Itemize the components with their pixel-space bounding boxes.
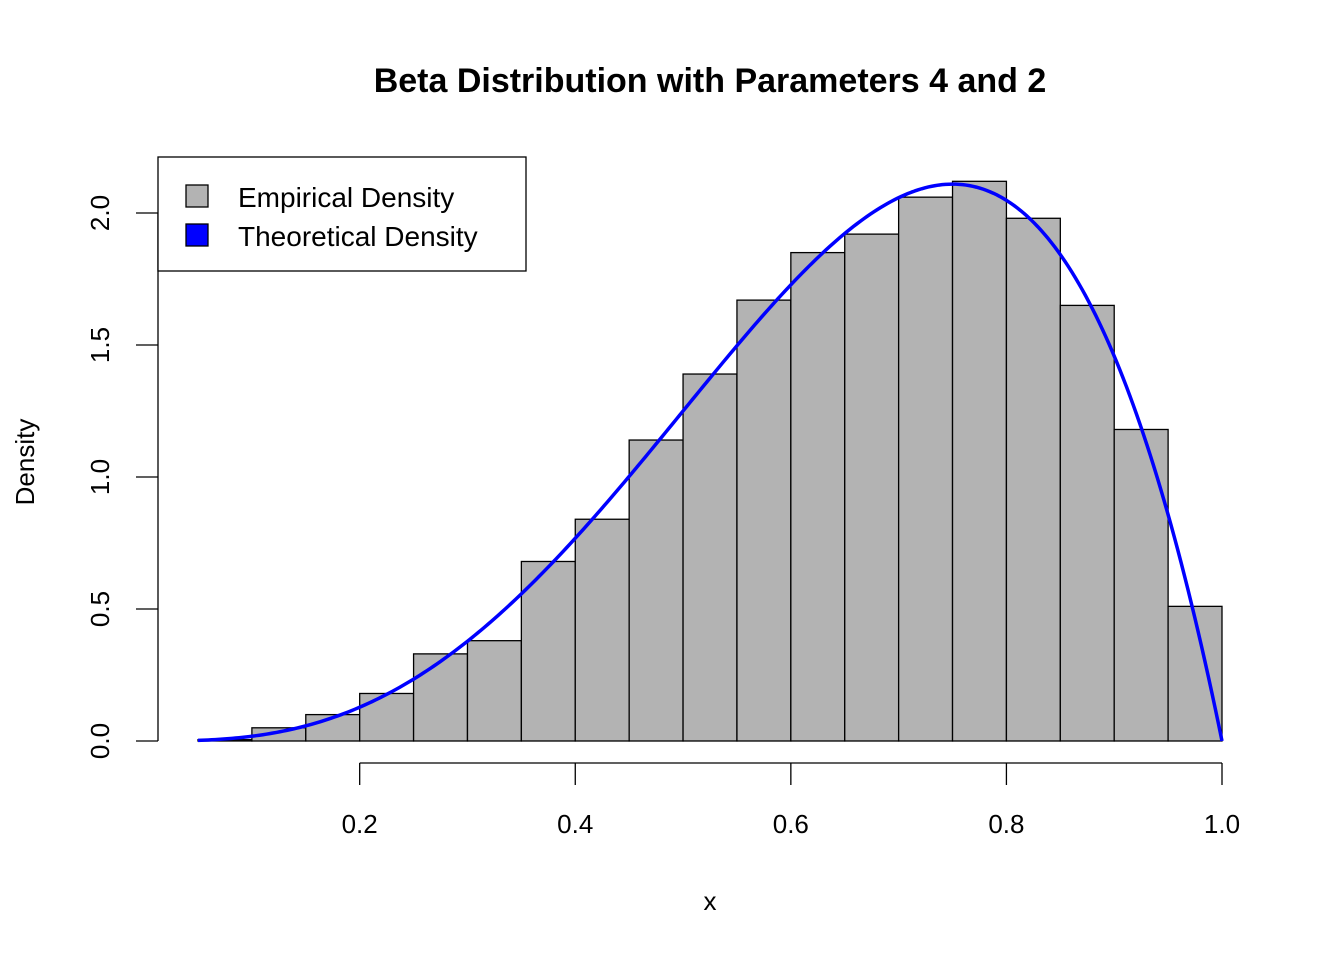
theoretical-density-line (197, 182, 1224, 743)
x-tick-label: 0.2 (342, 809, 378, 839)
histogram-bar (844, 233, 900, 742)
legend-label-theoretical: Theoretical Density (238, 221, 478, 252)
chart-title: Beta Distribution with Parameters 4 and … (374, 62, 1047, 100)
histogram-bar (466, 640, 523, 742)
histogram-bar (736, 299, 792, 742)
y-tick-label: 0.0 (85, 723, 115, 759)
histogram-bar (1005, 217, 1061, 742)
histogram-bar (1113, 428, 1169, 742)
legend-box (157, 156, 527, 272)
x-tick-label: 1.0 (1204, 809, 1240, 839)
histogram-bar (359, 692, 415, 742)
y-tick-label: 1.0 (85, 459, 115, 495)
histogram-bars (197, 180, 1223, 742)
y-axis-label: Density (10, 419, 40, 506)
density-curve-layer (197, 182, 1224, 743)
x-axis: 0.2 0.4 0.6 0.8 1.0 (342, 762, 1240, 839)
y-axis: 0.0 0.5 1.0 1.5 2.0 (85, 195, 159, 759)
legend-swatch-theoretical (185, 223, 209, 247)
x-tick-label: 0.4 (557, 809, 593, 839)
y-tick-label: 1.5 (85, 327, 115, 363)
y-tick-label: 0.5 (85, 591, 115, 627)
histogram-bar (520, 560, 576, 742)
histogram-bar (682, 373, 738, 742)
legend-label-empirical: Empirical Density (238, 182, 454, 213)
histogram-bar (951, 180, 1008, 742)
histogram-bar (1059, 304, 1115, 742)
histogram-bar (790, 251, 846, 742)
x-tick-label: 0.8 (988, 809, 1024, 839)
x-axis-label: x (704, 886, 717, 916)
histogram-bar (897, 196, 954, 742)
histogram-bar (628, 439, 684, 742)
legend-swatch-empirical (185, 184, 209, 208)
y-tick-label: 2.0 (85, 195, 115, 231)
legend: Empirical Density Theoretical Density (157, 156, 527, 272)
histogram-bar (412, 653, 469, 742)
x-tick-label: 0.6 (773, 809, 809, 839)
histogram-bar (574, 518, 630, 742)
histogram-bar (1167, 605, 1223, 742)
